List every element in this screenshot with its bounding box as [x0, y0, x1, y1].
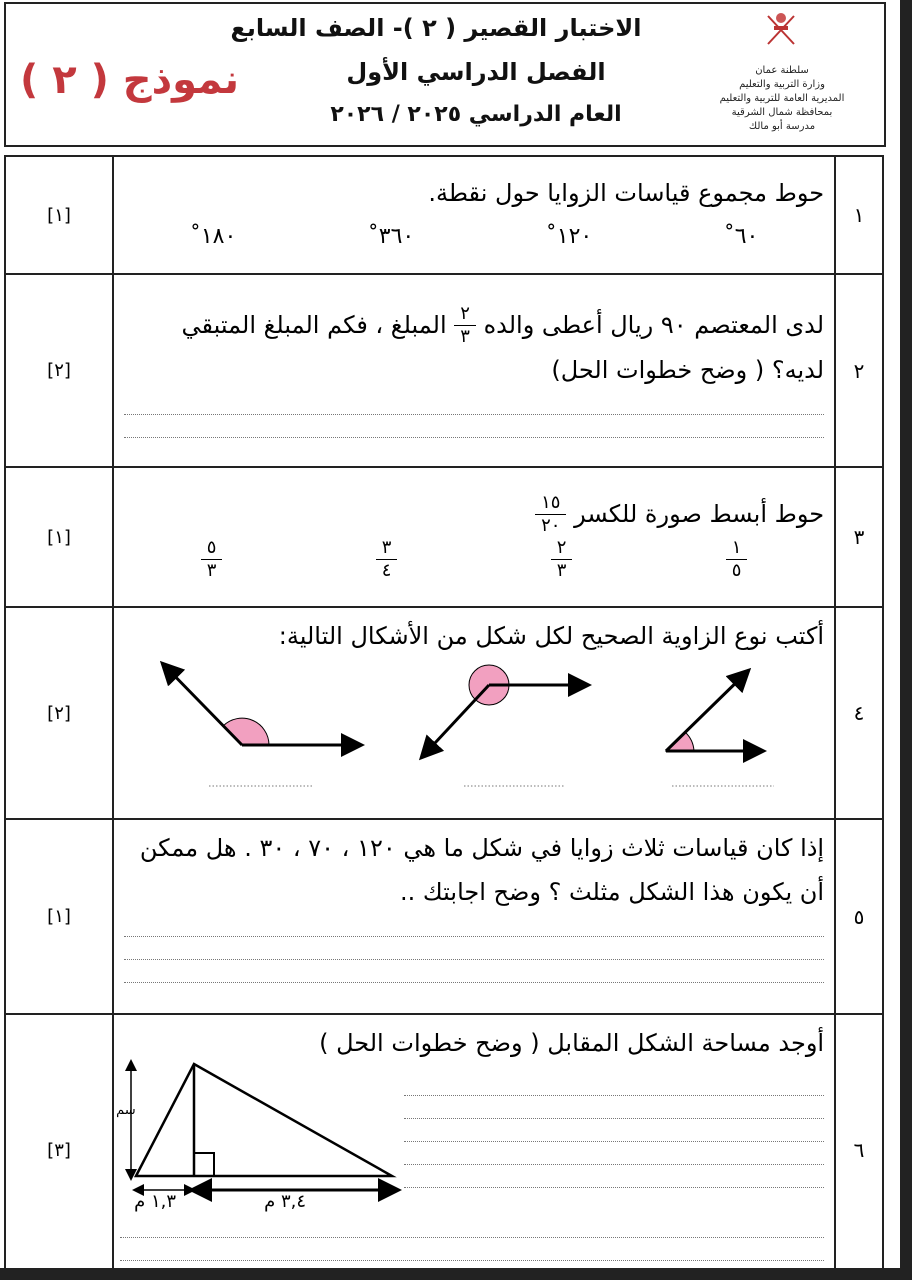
- ministry-line: مدرسة أبو مالك: [748, 121, 816, 132]
- choice[interactable]: ٦٠˚: [723, 224, 759, 249]
- answer-line[interactable]: [404, 1073, 825, 1096]
- question-text: حوط مجموع قياسات الزوايا حول نقطة.: [428, 179, 825, 207]
- question-text: أوجد مساحة الشكل المقابل ( وضح خطوات الح…: [319, 1029, 825, 1057]
- ministry-line: وزارة التربية والتعليم: [739, 79, 825, 90]
- answer-line[interactable]: [124, 415, 825, 439]
- answer-line[interactable]: [404, 1165, 825, 1188]
- answer-line[interactable]: [124, 914, 825, 937]
- mark: [١]: [3, 155, 115, 275]
- question-text: إذا كان قياسات ثلاث زوايا في شكل ما هي ١…: [139, 834, 825, 906]
- answer-line[interactable]: [404, 1096, 825, 1119]
- choice[interactable]: ٣٦٠˚: [367, 224, 415, 249]
- angle-figures: [159, 660, 775, 787]
- question-row: [١] إذا كان قياسات ثلاث زوايا في شكل ما …: [3, 818, 884, 1015]
- answer-line[interactable]: [404, 1119, 825, 1142]
- text: المبلغ ، فكم المبلغ المتبقي لديه؟ ( وضح …: [181, 310, 825, 385]
- header: سلطنة عمان وزارة التربية والتعليم المدير…: [4, 2, 886, 147]
- obtuse-angle-figure: [159, 660, 366, 757]
- choice[interactable]: ١٢٠˚: [545, 224, 593, 249]
- questions-table: [١] حوط مجموع قياسات الزوايا حول نقطة. ٦…: [3, 155, 884, 1280]
- answer-line[interactable]: [120, 1238, 825, 1261]
- question-number: ٢: [834, 273, 884, 468]
- question-number: ٣: [834, 466, 884, 608]
- question-number: ٥: [834, 818, 884, 1015]
- answer-line[interactable]: [404, 1142, 825, 1165]
- question-row: [١] حوط مجموع قياسات الزوايا حول نقطة. ٦…: [3, 155, 884, 275]
- page-edge: [900, 0, 912, 1280]
- obtuse-angle-figure-2: [419, 664, 593, 761]
- ministry-line: سلطنة عمان: [755, 65, 809, 76]
- question-number: ١: [834, 155, 884, 275]
- ministry-line: المديرية العامة للتربية والتعليم: [719, 93, 845, 104]
- mark: [١]: [3, 466, 115, 608]
- answer-line[interactable]: [124, 392, 825, 416]
- text: لدى المعتصم ٩٠ ريال أعطى والده: [483, 310, 825, 339]
- ministry-info: سلطنة عمان وزارة التربية والتعليم المدير…: [694, 64, 870, 134]
- question-number: ٦: [834, 1013, 884, 1280]
- fraction: ١٥ ٢٠: [535, 492, 567, 537]
- school-year: العام الدراسي ٢٠٢٥ / ٢٠٢٦: [330, 102, 622, 127]
- question-row: [٢] أكتب نوع الزاوية الصحيح لكل شكل من ا…: [3, 606, 884, 820]
- oman-emblem-icon: [767, 13, 795, 45]
- semester: الفصل الدراسي الأول: [346, 58, 606, 86]
- question-number: ٤: [834, 606, 884, 820]
- answer-line[interactable]: [124, 960, 825, 983]
- model-number: نموذج ( ٢ ): [20, 57, 240, 103]
- answer-line[interactable]: [124, 937, 825, 960]
- question-text: أكتب نوع الزاوية الصحيح لكل شكل من الأشك…: [278, 622, 825, 650]
- base-left-label: ١,٣ م: [134, 1191, 177, 1212]
- triangle-figure: [125, 1059, 403, 1202]
- mark: [٢]: [3, 606, 115, 820]
- height-label: سم: [116, 1103, 136, 1118]
- acute-angle-figure: [664, 667, 768, 763]
- base-right-label: ٣,٤ م: [264, 1191, 307, 1212]
- page-edge-bottom: [0, 1268, 912, 1280]
- mark: [١]: [3, 818, 115, 1015]
- question-row: [٣] أوجد مساحة الشكل المقابل ( وضح خطوات…: [3, 1013, 884, 1280]
- ministry-line: بمحافظة شمال الشرقية: [731, 107, 833, 118]
- choice[interactable]: ١٨٠˚: [189, 224, 237, 249]
- mark: [٣]: [3, 1013, 115, 1280]
- mark: [٢]: [3, 273, 115, 468]
- answer-line[interactable]: [120, 1215, 825, 1238]
- question-text: حوط أبسط صورة للكسر: [574, 499, 825, 528]
- exam-title: الاختبار القصير ( ٢ )- الصف السابع: [230, 14, 642, 42]
